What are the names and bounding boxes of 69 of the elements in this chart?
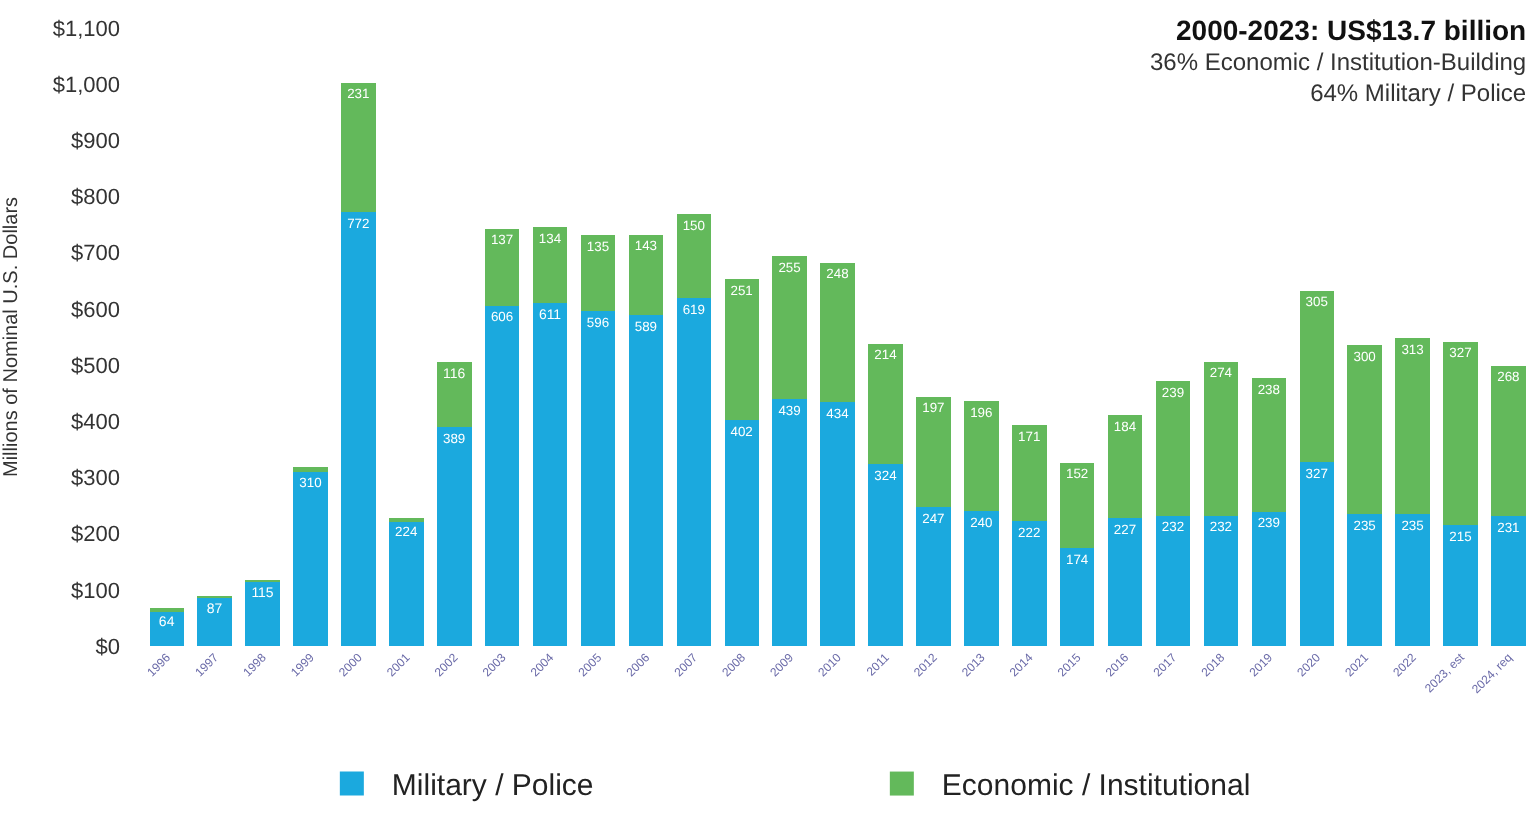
- bar: [964, 511, 999, 646]
- bar: [1395, 338, 1430, 514]
- bar: [389, 520, 424, 646]
- bar: [293, 471, 328, 646]
- bar: [1347, 345, 1382, 514]
- bar: [1299, 290, 1335, 463]
- y-tick-label: $600: [71, 298, 120, 323]
- bar: [1299, 462, 1335, 646]
- y-tick-label: $1,000: [52, 73, 120, 98]
- bar: [724, 279, 759, 421]
- bar: [1059, 462, 1095, 549]
- bar: [820, 262, 855, 403]
- bar: [1203, 515, 1239, 646]
- bar: [341, 82, 376, 213]
- y-tick-label: $200: [71, 523, 120, 548]
- bar: [916, 507, 951, 646]
- bar: [580, 311, 616, 646]
- y-tick-label: $400: [71, 410, 120, 435]
- bar: [1443, 341, 1478, 526]
- legend-label: Economic / Institutional: [941, 769, 1251, 804]
- bar: [676, 298, 712, 646]
- legend-label: Military / Police: [391, 769, 594, 804]
- text: 36% Economic / Institution-Building 64% Military / Police: [1150, 48, 1527, 108]
- bar: [1203, 361, 1239, 516]
- bar: [916, 396, 951, 508]
- bar: [437, 427, 472, 646]
- chart-title: 2000-2023: US$13.7 billion: [1176, 14, 1527, 46]
- y-tick-label: $100: [71, 579, 120, 604]
- y-tick-label: $300: [71, 467, 120, 492]
- bar: [197, 597, 232, 646]
- bar: [580, 235, 616, 312]
- bar: [341, 212, 376, 646]
- bar: [628, 234, 664, 316]
- bar: [1107, 518, 1143, 646]
- y-tick-label: $0: [95, 635, 120, 660]
- bar: [1395, 513, 1430, 646]
- y-axis-title: Millions of Nominal U.S. Dollars: [0, 196, 23, 478]
- bar: [628, 315, 664, 646]
- bar: [1491, 516, 1526, 646]
- bar: [868, 463, 903, 646]
- bar: [676, 213, 712, 299]
- bar: [437, 362, 472, 428]
- y-tick-label: $900: [71, 130, 120, 155]
- bar: [1443, 525, 1478, 646]
- bar: [868, 343, 903, 464]
- bar: [1059, 548, 1095, 646]
- bar: [1012, 425, 1047, 522]
- bar: [484, 228, 520, 306]
- bar: [820, 402, 855, 646]
- bar: [1012, 521, 1047, 646]
- y-tick-label: $800: [71, 186, 120, 211]
- bar: [532, 302, 568, 646]
- bar: [964, 401, 999, 512]
- bar: [1107, 415, 1143, 519]
- bar: [1155, 381, 1191, 516]
- bar: [1251, 378, 1287, 512]
- bar: [245, 581, 280, 646]
- bar: [772, 256, 807, 400]
- y-tick-label: $500: [71, 354, 120, 379]
- bar: [532, 227, 568, 303]
- bar: [724, 420, 759, 646]
- bar: [772, 399, 807, 646]
- y-tick-label: $700: [71, 242, 120, 267]
- bar: [1155, 515, 1191, 646]
- bar: [484, 305, 520, 646]
- bar: [1491, 365, 1526, 517]
- y-tick-label: $1,100: [52, 17, 120, 42]
- bar: [1251, 511, 1287, 646]
- bar: [1347, 513, 1382, 646]
